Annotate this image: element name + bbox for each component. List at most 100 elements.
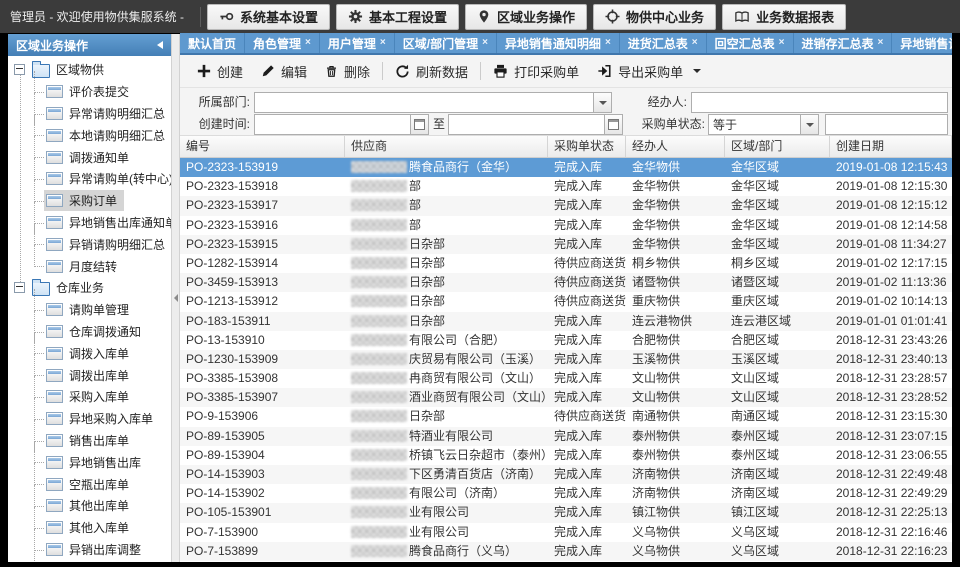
table-row[interactable]: PO-2323-153917 部 完成入库 金华物供 金华区域 2019-01-… [180,196,952,216]
calendar-icon[interactable] [604,115,622,134]
tab-close-icon[interactable]: × [482,37,488,48]
export-dropdown-caret-icon[interactable] [693,69,702,73]
tree-node[interactable]: 调拨通知单 [44,147,136,168]
created-from-date-input[interactable] [254,114,429,135]
tree-node[interactable]: 异销请购明细汇总 [44,234,171,255]
created-from-field[interactable] [255,115,410,134]
tree-node[interactable]: 异销出库调整 [44,539,148,560]
status-op-arrow-icon[interactable] [800,115,818,134]
tree-node[interactable]: 异地采购入库单 [44,408,160,429]
document-tab[interactable]: 区域/部门管理 × [395,33,497,53]
tree-item[interactable]: 本地请购明细汇总 [8,114,171,147]
table-row[interactable]: PO-3385-153908 冉商贸有限公司（文山） 完成入库 文山物供 文山区… [180,369,952,388]
table-row[interactable]: PO-2323-153915 日杂部 完成入库 金华物供 金华区域 2019-0… [180,234,952,254]
tree-item[interactable]: 区域物供 [8,59,171,81]
tree-node[interactable]: 异地销售出库 [44,452,148,473]
table-row[interactable]: PO-14-153903 下区勇清百货店（济南） 完成入库 济南物供 济南区域 … [180,465,952,485]
table-row[interactable]: PO-7-153899 腾食品商行（义乌） 完成入库 义乌物供 义乌区域 201… [180,541,952,561]
sidebar-collapse-button[interactable] [157,41,163,49]
menu-project-settings-button[interactable]: 基本工程设置 [336,3,460,30]
panel-splitter[interactable] [171,34,180,562]
export-po-button[interactable]: 导出采购单 [588,58,710,85]
tree-node[interactable]: 调拨入库单 [44,343,136,364]
document-tab[interactable]: 默认首页 × [180,33,246,53]
column-header[interactable]: 采购单状态 [548,136,626,157]
tree-node[interactable]: 本地请购明细汇总 [44,125,171,146]
tab-close-icon[interactable]: × [691,37,698,48]
tree-node[interactable]: 评价表提交 [44,81,136,102]
column-header[interactable]: 创建日期 [830,136,952,157]
tree-node[interactable]: 区域物供 [30,59,111,80]
tree-node[interactable]: 销售出库单 [44,430,136,451]
created-to-field[interactable] [449,115,604,134]
created-to-date-input[interactable] [448,114,623,135]
menu-data-reports-button[interactable]: 业务数据报表 [722,3,847,30]
table-row[interactable]: PO-1213-153912 日杂部 待供应商送货 重庆物供 重庆区域 2019… [180,292,952,311]
splitter-collapse-icon[interactable] [174,294,178,302]
tree-node[interactable]: 异常请购明细汇总 [44,103,171,124]
tree-item[interactable]: 异销请购明细汇总 [8,223,171,256]
tree-node[interactable]: 仓库调拨通知 [44,321,148,342]
tree-node[interactable]: 空瓶出库单 [44,474,136,495]
calendar-icon[interactable] [410,115,428,134]
tree-item[interactable]: 异常请购明细汇总 [8,92,171,125]
status-value-input[interactable] [825,114,948,135]
tree-node[interactable]: 月度结转 [44,256,124,277]
table-row[interactable]: PO-14-153902 有限公司（济南） 完成入库 济南物供 济南区域 201… [180,484,952,503]
tree-node[interactable]: 请购单管理 [44,299,136,320]
print-po-button[interactable]: 打印采购单 [484,58,588,85]
document-tab[interactable]: 进货汇总表 × [620,33,707,53]
tree-item[interactable]: 其他入库单 [8,506,171,539]
tree-item[interactable]: 调拨入库单 [8,332,171,365]
edit-button[interactable]: 编辑 [252,58,316,85]
table-row[interactable]: PO-7-153900 业有限公司 完成入库 义乌物供 义乌区域 2018-12… [180,523,952,542]
tree-node[interactable]: 采购入库单 [44,386,136,407]
tree-item[interactable]: 其他出库单 [8,485,171,517]
tab-close-icon[interactable]: × [877,37,884,48]
document-tab[interactable]: 异地销售通知明细 × [497,33,620,53]
column-header[interactable]: 经办人 [626,136,725,157]
tree-item[interactable]: 调拨通知单 [8,136,171,168]
table-row[interactable]: PO-2323-153919 腾食品商行（金华） 完成入库 金华物供 金华区域 … [180,158,952,178]
tree-item[interactable]: 异地销售出库通知单 [8,201,171,234]
tree-item[interactable]: 请购单管理 [8,288,171,321]
tree-item[interactable]: 销售出库单 [8,419,171,452]
table-row[interactable]: PO-13-153910 有限公司（合肥） 完成入库 合肥物供 合肥区域 201… [180,331,952,350]
handler-input[interactable] [691,92,948,113]
table-row[interactable]: PO-3385-153907 酒业商贸有限公司（文山） 完成入库 文山物供 文山… [180,388,952,408]
dept-select[interactable] [254,92,612,113]
table-row[interactable]: PO-2323-153918 部 完成入库 金华物供 金华区域 2019-01-… [180,177,952,196]
document-tab[interactable]: 角色管理 × [245,33,320,53]
column-header[interactable]: 供应商 [345,136,548,157]
table-row[interactable]: PO-89-153905 特酒业有限公司 完成入库 泰州物供 泰州区域 2018… [180,426,952,446]
create-button[interactable]: 创建 [188,58,252,85]
tree-item[interactable]: 评价表提交 [8,70,171,103]
refresh-button[interactable]: 刷新数据 [386,58,477,85]
tree-node[interactable]: 异地销售出库通知单 [44,212,171,233]
tree-item[interactable]: 异地采购入库单 [8,397,171,430]
tab-close-icon[interactable]: × [379,37,386,48]
table-row[interactable]: PO-9-153906 日杂部 待供应商送货 南通物供 南通区域 2018-12… [180,407,952,426]
tab-close-icon[interactable]: × [305,37,311,48]
tree-item[interactable]: 调拨出库单 [8,354,171,386]
document-tab[interactable]: 用户管理 × [320,33,395,53]
table-row[interactable]: PO-1230-153909 庆贸易有限公司（玉溪） 完成入库 玉溪物供 玉溪区… [180,349,952,370]
tree-item[interactable]: 采购订单 [8,179,171,212]
menu-supply-center-button[interactable]: 物供中心业务 [593,3,717,30]
tree-item[interactable]: 异地销售出库 [8,441,171,474]
tree-expander-icon[interactable] [14,64,25,76]
tab-close-icon[interactable]: × [604,37,611,48]
delete-button[interactable]: 删除 [316,58,379,85]
document-tab[interactable]: 进销存汇总表 × [794,33,893,53]
table-row[interactable]: PO-105-153901 业有限公司 完成入库 镇江物供 镇江区域 2018-… [180,503,952,523]
table-row[interactable]: PO-1282-153914 日杂部 待供应商送货 桐乡物供 桐乡区域 2019… [180,254,952,273]
tree-item[interactable]: 异常请购单(转中心) [8,158,171,190]
table-row[interactable]: PO-2323-153916 部 完成入库 金华物供 金华区域 2019-01-… [180,216,952,235]
column-header[interactable]: 区域/部门 [725,136,830,157]
table-row[interactable]: PO-183-153911 日杂部 完成入库 连云港物供 连云港区域 2019-… [180,311,952,331]
tree-item[interactable]: 仓库业务 [8,277,171,299]
tree-expander-icon[interactable] [14,282,25,294]
table-row[interactable]: PO-3459-153913 日杂部 待供应商送货 诸暨物供 诸暨区域 2019… [180,273,952,293]
column-header[interactable]: 编号 [180,136,345,157]
tree-node[interactable]: 仓库业务 [30,277,111,298]
